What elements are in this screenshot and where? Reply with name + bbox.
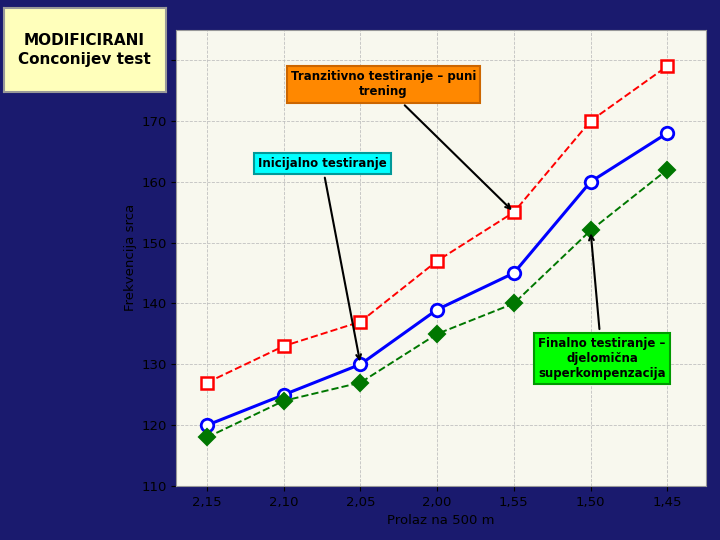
Text: MODIFICIRANI
Conconijev test: MODIFICIRANI Conconijev test [18, 33, 151, 67]
Text: Finalno testiranje –
djelomična
superkompenzacija: Finalno testiranje – djelomična superkom… [539, 235, 666, 380]
Y-axis label: Frekvencija srca: Frekvencija srca [124, 204, 137, 312]
Text: Inicijalno testiranje: Inicijalno testiranje [258, 157, 387, 359]
X-axis label: Prolaz na 500 m: Prolaz na 500 m [387, 514, 495, 527]
Text: Tranzitivno testiranje – puni
trening: Tranzitivno testiranje – puni trening [291, 70, 510, 208]
